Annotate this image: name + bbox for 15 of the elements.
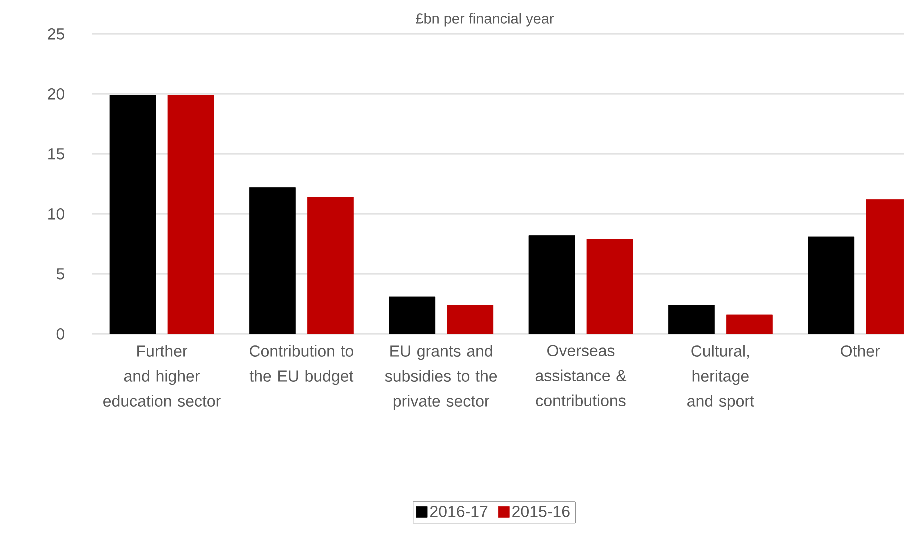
legend-label: 2015-16	[512, 506, 570, 518]
legend-label: 2016-17	[430, 506, 488, 518]
y-tick-label: 20	[48, 88, 65, 100]
y-tick-label: 10	[48, 208, 65, 220]
x-tick-label: EU grants and subsidies to the private sector	[385, 345, 498, 410]
x-tick-label: Further and higher education sector	[104, 345, 221, 407]
chart-title: £bn per financial year	[416, 13, 554, 27]
y-tick-label: 15	[48, 148, 64, 160]
x-tick-label: Cultural, heritage and sport	[688, 345, 754, 410]
y-tick-label: 5	[56, 268, 64, 280]
x-tick-label: Contribution to the EU budget	[250, 345, 354, 386]
x-tick-label: Overseas assistance & contributions	[536, 345, 627, 407]
x-tick-label: Other	[841, 345, 880, 357]
y-tick-label: 0	[56, 328, 65, 340]
y-tick-label: 25	[48, 28, 64, 40]
